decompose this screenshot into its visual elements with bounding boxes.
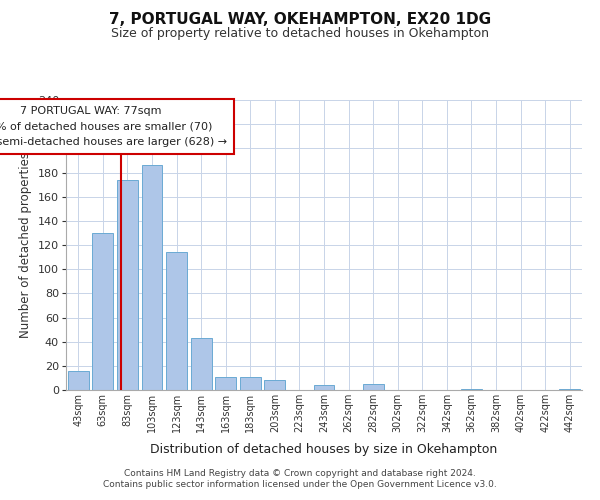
Bar (215, 376, 236, 390)
Bar (265, 380, 286, 390)
Text: Size of property relative to detached houses in Okehampton: Size of property relative to detached ho… (111, 28, 489, 40)
Bar (461, 389, 482, 390)
Text: Contains HM Land Registry data © Crown copyright and database right 2024.: Contains HM Land Registry data © Crown c… (124, 468, 476, 477)
Bar (559, 389, 580, 390)
Bar (191, 338, 212, 390)
Bar (92, 233, 113, 390)
Text: Contains public sector information licensed under the Open Government Licence v3: Contains public sector information licen… (103, 480, 497, 489)
Bar (240, 376, 261, 390)
Bar (362, 384, 383, 390)
X-axis label: Distribution of detached houses by size in Okehampton: Distribution of detached houses by size … (151, 444, 497, 456)
Text: 7, PORTUGAL WAY, OKEHAMPTON, EX20 1DG: 7, PORTUGAL WAY, OKEHAMPTON, EX20 1DG (109, 12, 491, 28)
Bar (117, 180, 138, 390)
Y-axis label: Number of detached properties: Number of detached properties (19, 152, 32, 338)
Bar (166, 252, 187, 390)
Bar (142, 166, 163, 390)
Bar (68, 370, 89, 390)
Bar (314, 385, 334, 390)
Text: 7 PORTUGAL WAY: 77sqm
← 10% of detached houses are smaller (70)
89% of semi-deta: 7 PORTUGAL WAY: 77sqm ← 10% of detached … (0, 106, 227, 147)
